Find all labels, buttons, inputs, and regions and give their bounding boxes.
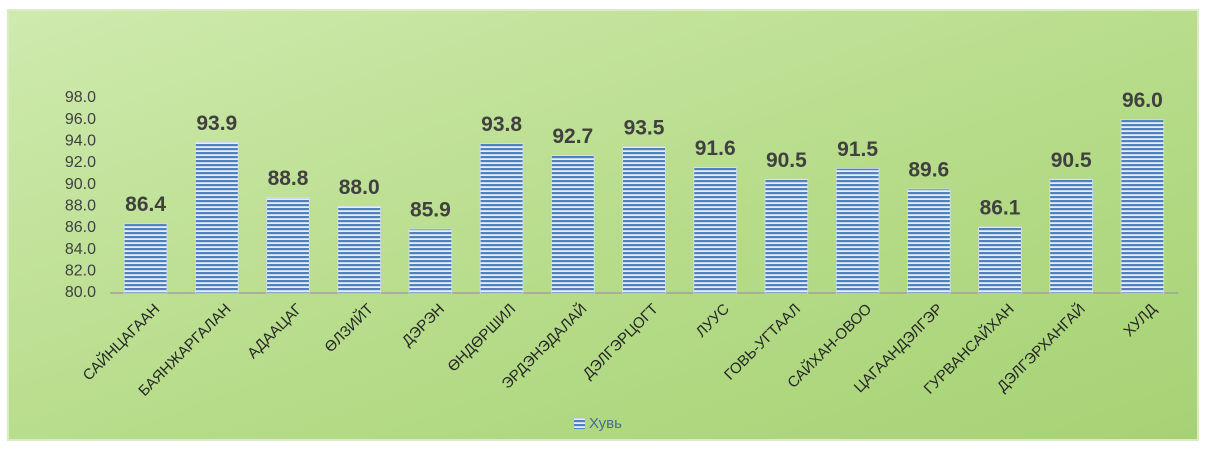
bar [337, 205, 381, 294]
data-label: 86.1 [980, 196, 1021, 219]
bar [408, 228, 453, 294]
y-tick-label: 88.0 [65, 198, 96, 215]
data-label: 93.5 [624, 116, 665, 139]
bar [551, 155, 595, 294]
y-tick-label: 96.0 [65, 111, 96, 128]
y-tick-label: 92.0 [65, 154, 96, 171]
bar [1120, 119, 1165, 294]
bar [978, 226, 1022, 294]
bar [693, 166, 737, 294]
y-tick-label: 82.0 [65, 263, 96, 280]
data-label: 93.8 [481, 113, 522, 136]
bar [1049, 178, 1093, 294]
data-label: 91.6 [695, 137, 736, 160]
bar [266, 197, 310, 294]
bar [764, 178, 809, 294]
data-label: 88.0 [339, 176, 380, 199]
y-tick-label: 80.0 [65, 284, 96, 301]
bar [479, 143, 524, 294]
legend-label: Хувь [589, 415, 622, 432]
data-label: 92.7 [552, 125, 593, 148]
data-label: 89.6 [908, 159, 949, 182]
y-tick-label: 94.0 [65, 133, 96, 150]
bar [622, 146, 666, 294]
legend-swatch [574, 418, 585, 429]
data-label: 85.9 [410, 199, 451, 222]
data-label: 90.5 [766, 149, 807, 172]
y-tick-label: 98.0 [65, 89, 96, 106]
bar [123, 223, 168, 294]
data-label: 90.5 [1051, 149, 1092, 172]
bar [195, 142, 239, 294]
data-label: 86.4 [125, 193, 166, 216]
bar [907, 188, 951, 294]
data-label: 88.8 [268, 167, 309, 190]
y-tick-label: 90.0 [65, 176, 96, 193]
y-tick-label: 86.0 [65, 219, 96, 236]
data-label: 93.9 [196, 112, 237, 135]
y-tick-label: 84.0 [65, 241, 96, 258]
data-label: 91.5 [837, 138, 878, 161]
data-label: 96.0 [1122, 89, 1163, 112]
bar [835, 168, 880, 294]
